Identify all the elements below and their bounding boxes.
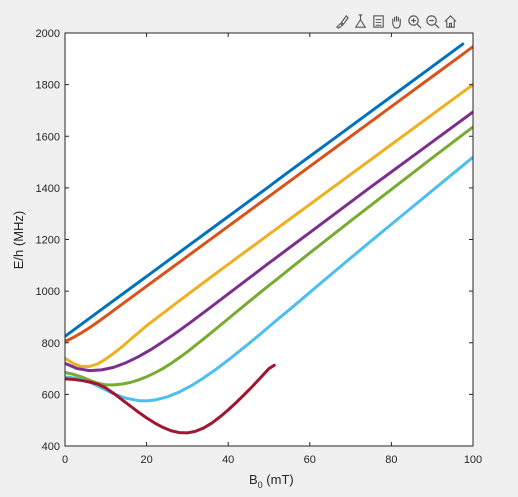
x-tick-label: 0 [62, 454, 68, 466]
home-button[interactable] [442, 12, 458, 30]
plot-area[interactable] [65, 33, 473, 446]
series-layer [65, 42, 473, 435]
x-tick-label: 80 [385, 454, 397, 466]
x-tick-label: 20 [140, 454, 152, 466]
pan-button[interactable] [388, 12, 404, 30]
home-icon [443, 14, 457, 28]
series-line-1 [65, 42, 465, 338]
y-tick-label: 400 [42, 441, 60, 453]
series-line-4 [65, 110, 473, 373]
x-axis-label: B0 (mT) [249, 472, 294, 490]
series-line-5 [65, 125, 473, 387]
series-line-7 [65, 363, 276, 435]
data-tips-button[interactable] [352, 12, 368, 30]
pan-icon [391, 15, 401, 29]
y-tick-label: 1600 [36, 131, 60, 143]
legend-icon [372, 14, 384, 28]
y-tick-label: 1000 [36, 286, 60, 298]
zoom-out-button[interactable] [424, 12, 440, 30]
brush-icon [335, 14, 349, 29]
series-line-3 [65, 83, 473, 368]
y-tick-label: 1800 [36, 80, 60, 92]
zoom-out-icon [425, 14, 439, 28]
zoom-in-button[interactable] [406, 12, 422, 30]
x-tick-label: 100 [464, 454, 482, 466]
series-line-6 [65, 155, 473, 403]
data-tips-icon [354, 13, 366, 28]
zoom-in-icon [407, 14, 421, 28]
brush-button[interactable] [334, 12, 350, 30]
series-line-2 [65, 45, 473, 343]
y-axis-label: E/h (MHz) [11, 211, 26, 270]
y-tick-label: 2000 [36, 28, 60, 40]
y-tick-label: 1200 [36, 235, 60, 247]
x-tick-label: 60 [304, 454, 316, 466]
y-tick-label: 600 [42, 389, 60, 401]
axes-toolbar [334, 10, 458, 32]
tick-layer: 0 20 40 60 80 100 400 600 800 1000 1200 1400 1600 180… [36, 28, 483, 466]
x-tick-label: 40 [222, 454, 234, 466]
legend-button[interactable] [370, 12, 386, 30]
y-tick-label: 800 [42, 338, 60, 350]
y-tick-label: 1400 [36, 183, 60, 195]
